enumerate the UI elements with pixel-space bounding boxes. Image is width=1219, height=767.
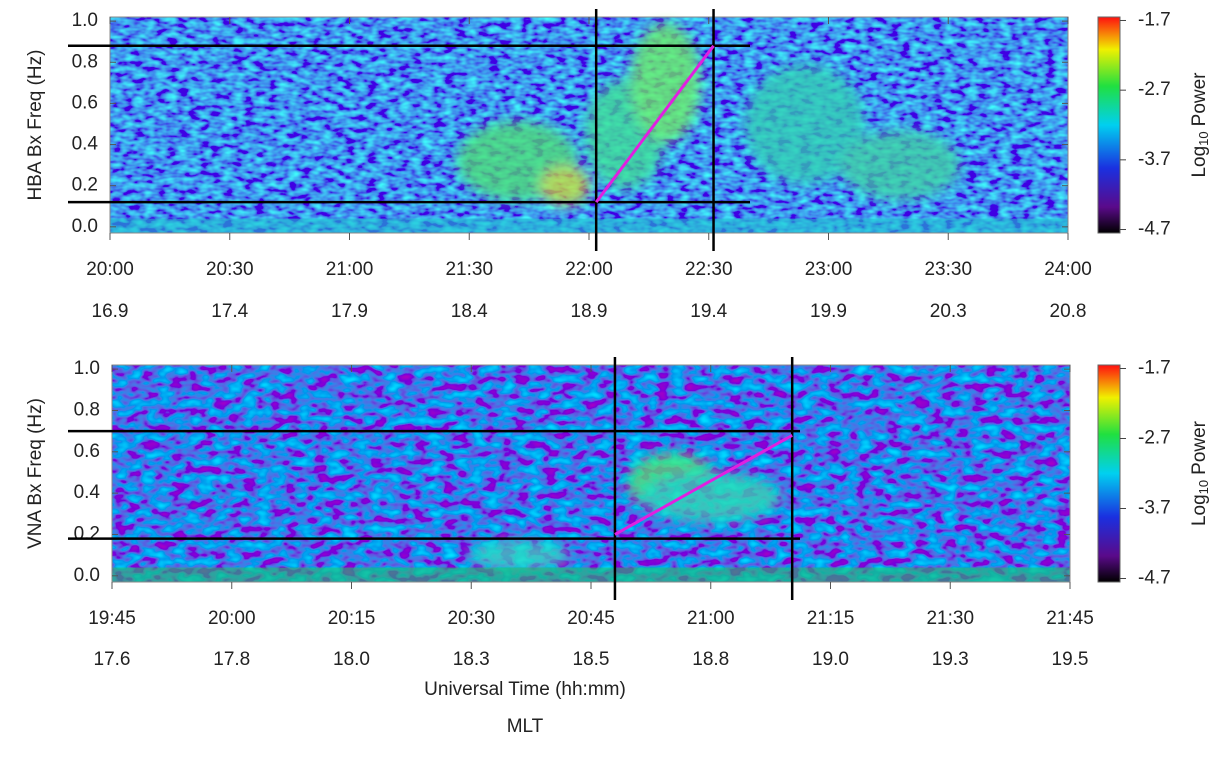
y-tick-label: 0.2 — [74, 523, 100, 544]
spectrogram-image — [112, 365, 1070, 582]
guide-line — [594, 44, 715, 204]
colorbar-label-rest: Power — [1189, 72, 1210, 127]
x-tick-label: 19:45 — [88, 608, 136, 629]
mlt-label: 17.6 — [94, 649, 131, 670]
x-tick-label: 21:45 — [1046, 608, 1094, 629]
y-tick-label: 0.2 — [72, 175, 98, 196]
x-tick-label: 21:00 — [326, 259, 374, 280]
y-tick-label: 0.4 — [74, 482, 101, 503]
mlt-label: 19.9 — [810, 301, 847, 322]
activity-blobs — [469, 452, 781, 571]
x-tick-label: 20:30 — [447, 608, 495, 629]
y-tick-label: 0.0 — [74, 565, 100, 586]
y-tick-label: 1.0 — [72, 10, 98, 31]
y-tick-label: 0.8 — [74, 399, 100, 420]
activity-blob — [840, 130, 961, 201]
colorbar-tick-label: -1.7 — [1138, 358, 1171, 379]
colorbar-label: Log10 Power — [1189, 72, 1211, 178]
colorbar-tick-label: -3.7 — [1138, 498, 1171, 519]
x-tick-label: 21:30 — [926, 608, 974, 629]
mlt-label: 18.4 — [451, 301, 488, 322]
colorbar-tick-label: -3.7 — [1138, 149, 1171, 170]
mlt-label: 18.8 — [692, 649, 729, 670]
x-tick-label: 21:15 — [807, 608, 855, 629]
low-band — [112, 567, 1070, 582]
colorbar-tick-label: -2.7 — [1138, 428, 1171, 449]
mlt-label: 20.8 — [1050, 301, 1087, 322]
colorbar-label-rest: Power — [1189, 420, 1210, 475]
colorbar-label-sub: 10 — [1196, 480, 1211, 494]
mlt-label: 17.4 — [211, 301, 248, 322]
activity-blob — [540, 165, 591, 206]
mlt-label: 19.4 — [690, 301, 727, 322]
y-tick-label: 0.4 — [72, 134, 99, 155]
y-tick-label: 0.0 — [72, 216, 98, 237]
colorbar-label: Log10 Power — [1189, 420, 1211, 526]
colorbar-tick-label: -4.7 — [1138, 219, 1171, 240]
y-axis-label: VNA Bx Freq (Hz) — [25, 398, 46, 549]
y-axis-label: HBA Bx Freq (Hz) — [25, 50, 46, 201]
mlt-label: 17.9 — [331, 301, 368, 322]
x-axis-label-mlt: MLT — [507, 716, 544, 737]
mlt-label: 16.9 — [92, 301, 129, 322]
mlt-label: 18.3 — [453, 649, 490, 670]
guide-line — [614, 433, 793, 536]
x-tick-label: 21:00 — [687, 608, 735, 629]
x-tick-label: 20:00 — [86, 259, 134, 280]
colorbar-tick-label: -1.7 — [1138, 9, 1171, 30]
x-tick-label: 22:30 — [685, 259, 733, 280]
x-tick-label: 22:00 — [565, 259, 613, 280]
x-tick-label: 20:00 — [208, 608, 256, 629]
mlt-label: 20.3 — [930, 301, 967, 322]
activity-blob — [744, 63, 865, 184]
y-tick-label: 0.6 — [74, 441, 100, 462]
y-tick-label: 1.0 — [74, 358, 100, 379]
colorbar-tick-label: -2.7 — [1138, 79, 1171, 100]
colorbar-tick-label: -4.7 — [1138, 568, 1171, 589]
activity-blob — [630, 22, 701, 143]
activity-blob — [469, 540, 570, 571]
mlt-label: 17.8 — [213, 649, 250, 670]
mlt-label: 18.9 — [571, 301, 608, 322]
x-tick-label: 21:30 — [445, 259, 493, 280]
mlt-label: 19.5 — [1052, 649, 1089, 670]
x-tick-label: 23:30 — [924, 259, 972, 280]
mlt-label: 18.0 — [333, 649, 370, 670]
colorbar-label-sub: 10 — [1196, 131, 1211, 145]
mlt-label: 19.0 — [812, 649, 849, 670]
colorbar-label-base: Log — [1189, 494, 1210, 526]
low-band — [110, 218, 1068, 233]
x-tick-label: 20:30 — [206, 259, 254, 280]
colorbar-label-base: Log — [1189, 146, 1210, 178]
mlt-label: 18.5 — [573, 649, 610, 670]
x-tick-label: 20:15 — [328, 608, 376, 629]
y-tick-label: 0.6 — [72, 92, 98, 113]
colorbar — [1097, 16, 1121, 234]
x-tick-label: 24:00 — [1044, 259, 1092, 280]
x-tick-label: 20:45 — [567, 608, 615, 629]
y-tick-label: 0.8 — [72, 51, 98, 72]
activity-blob — [640, 472, 781, 523]
activity-blobs — [457, 22, 961, 206]
colorbar — [1097, 364, 1121, 583]
mlt-label: 19.3 — [932, 649, 969, 670]
x-axis-label: Universal Time (hh:mm) — [424, 679, 626, 700]
x-tick-label: 23:00 — [805, 259, 853, 280]
